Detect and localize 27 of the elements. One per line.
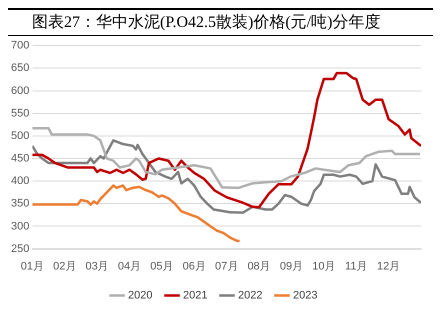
- y-tick-label: 300: [10, 220, 30, 232]
- legend-label: 2020: [128, 290, 153, 302]
- chart-title: 图表27：华中水泥(P.O42.5散装)价格(元/吨)分年度: [8, 8, 433, 36]
- legend-label: 2022: [238, 290, 262, 302]
- y-tick-label: 350: [10, 198, 30, 210]
- x-tick-label: 05月: [150, 260, 174, 272]
- y-tick-label: 550: [10, 107, 30, 120]
- legend-label: 2021: [183, 290, 208, 302]
- y-tick-label: 450: [10, 152, 30, 165]
- y-tick-label: 700: [10, 40, 30, 52]
- legend-label: 2023: [292, 290, 318, 302]
- y-tick-label: 650: [10, 62, 30, 74]
- x-tick-label: 03月: [86, 260, 109, 272]
- x-tick-label: 10月: [312, 260, 336, 272]
- x-tick-label: 06月: [182, 260, 206, 272]
- x-tick-label: 09月: [280, 260, 304, 272]
- x-tick-label: 02月: [53, 260, 76, 272]
- x-tick-label: 12月: [376, 260, 400, 272]
- x-tick-label: 08月: [247, 260, 271, 272]
- y-tick-label: 600: [10, 84, 30, 97]
- x-tick-label: 01月: [20, 260, 44, 272]
- y-tick-label: 500: [10, 130, 30, 142]
- x-tick-label: 11月: [345, 260, 368, 272]
- y-tick-label: 400: [10, 175, 30, 188]
- y-tick-label: 250: [10, 242, 30, 255]
- x-tick-label: 04月: [118, 260, 142, 272]
- x-tick-label: 07月: [215, 260, 238, 272]
